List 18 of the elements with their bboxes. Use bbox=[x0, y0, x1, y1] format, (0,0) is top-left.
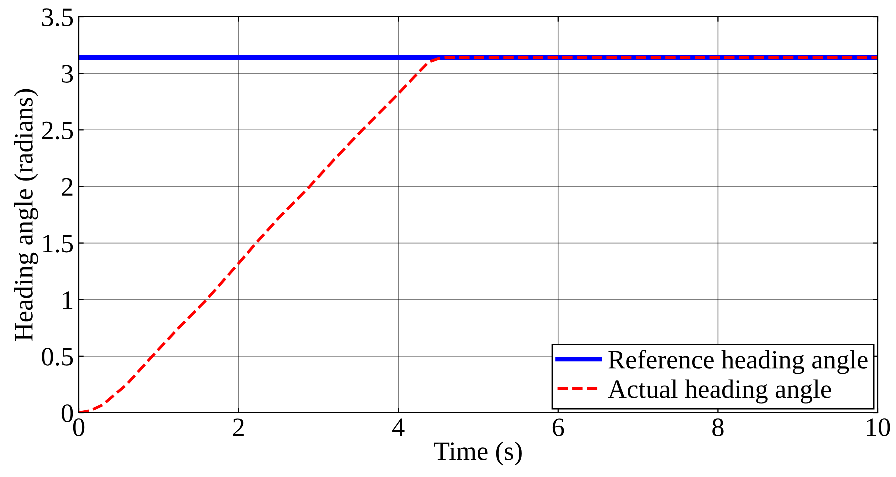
x-tick-label: 0 bbox=[73, 418, 85, 436]
y-axis-title: Heading angle (radians) bbox=[14, 89, 38, 342]
y-tick-label: 1.5 bbox=[43, 235, 74, 253]
y-tick-label: 2 bbox=[62, 178, 73, 196]
x-tick-label: 10 bbox=[867, 418, 890, 436]
legend-label: Actual heading angle bbox=[608, 380, 832, 404]
legend-label: Reference heading angle bbox=[608, 350, 868, 374]
x-tick-label: 8 bbox=[712, 418, 724, 436]
y-tick-label: 1 bbox=[63, 292, 73, 310]
x-tick-label: 2 bbox=[233, 418, 244, 436]
x-tick-label: 6 bbox=[552, 418, 564, 436]
y-tick-label: 3.5 bbox=[42, 8, 74, 27]
y-tick-label: 0.5 bbox=[42, 348, 74, 366]
y-tick-label: 2.5 bbox=[42, 122, 74, 140]
x-axis-title: Time (s) bbox=[434, 442, 522, 466]
x-tick-label: 4 bbox=[392, 418, 405, 436]
y-tick-label: 3 bbox=[62, 65, 74, 83]
y-tick-label: 0 bbox=[62, 404, 74, 422]
